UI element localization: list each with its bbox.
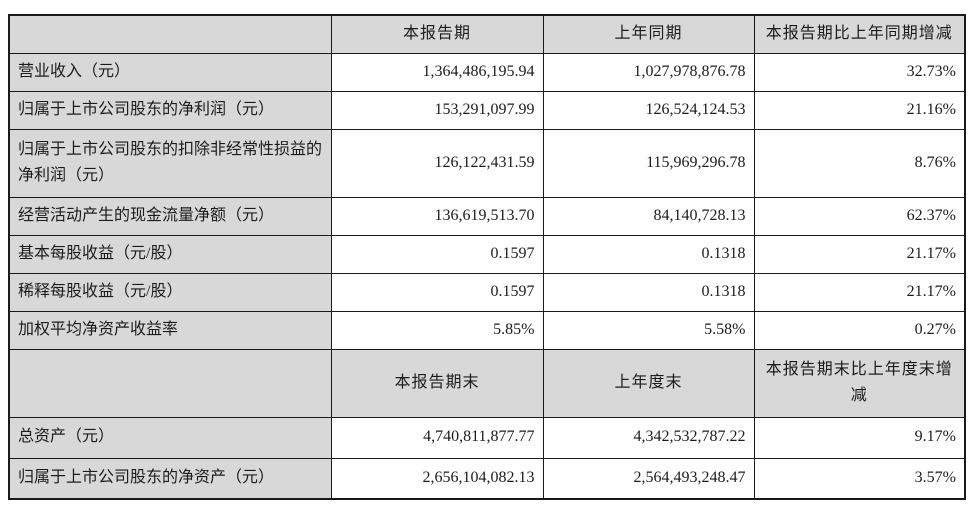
key-financial-data-table: 本报告期 上年同期 本报告期比上年同期增减 营业收入（元） 1,364,486,… [8, 14, 966, 500]
row-label: 营业收入（元） [8, 52, 332, 92]
table-row-total-assets: 总资产（元） 4,740,811,877.77 4,342,532,787.22… [8, 416, 966, 459]
table-row-weighted-avg-roe: 加权平均净资产收益率 5.85% 5.58% 0.27% [8, 310, 966, 350]
table-header-period: 本报告期 上年同期 本报告期比上年同期增减 [8, 14, 966, 54]
row-label: 经营活动产生的现金流量净额（元） [8, 196, 332, 236]
table-row-diluted-eps: 稀释每股收益（元/股） 0.1597 0.1318 21.17% [8, 272, 966, 312]
header-prior-period: 上年同期 [542, 14, 755, 54]
value-prior: 5.58% [542, 310, 755, 350]
value-change: 3.57% [753, 457, 966, 500]
value-change: 21.16% [753, 90, 966, 130]
table-row-basic-eps: 基本每股收益（元/股） 0.1597 0.1318 21.17% [8, 234, 966, 274]
value-current: 5.85% [330, 310, 544, 350]
value-change: 62.37% [753, 196, 966, 236]
value-change: 21.17% [753, 234, 966, 274]
row-label: 总资产（元） [8, 416, 332, 459]
header-empty-cell [8, 14, 332, 54]
value-prior: 0.1318 [542, 234, 755, 274]
table-row-operating-revenue: 营业收入（元） 1,364,486,195.94 1,027,978,876.7… [8, 52, 966, 92]
header-prior-year-end: 上年度末 [542, 348, 755, 418]
table-header-period-end: 本报告期末 上年度末 本报告期末比上年度末增减 [8, 348, 966, 418]
header-period-change: 本报告期比上年同期增减 [753, 14, 966, 54]
header-current-period-end: 本报告期末 [330, 348, 544, 418]
value-change: 32.73% [753, 52, 966, 92]
row-label: 归属于上市公司股东的净利润（元） [8, 90, 332, 130]
value-current: 0.1597 [330, 272, 544, 312]
value-prior: 0.1318 [542, 272, 755, 312]
value-prior: 1,027,978,876.78 [542, 52, 755, 92]
value-current: 0.1597 [330, 234, 544, 274]
value-current: 1,364,486,195.94 [330, 52, 544, 92]
value-prior: 2,564,493,248.47 [542, 457, 755, 500]
row-label: 稀释每股收益（元/股） [8, 272, 332, 312]
value-change: 21.17% [753, 272, 966, 312]
row-label: 加权平均净资产收益率 [8, 310, 332, 350]
header-empty-cell [8, 348, 332, 418]
value-current: 4,740,811,877.77 [330, 416, 544, 459]
value-prior: 4,342,532,787.22 [542, 416, 755, 459]
table-row-net-profit-deducted: 归属于上市公司股东的扣除非经常性损益的净利润（元） 126,122,431.59… [8, 128, 966, 198]
value-change: 9.17% [753, 416, 966, 459]
row-label: 归属于上市公司股东的扣除非经常性损益的净利润（元） [8, 128, 332, 198]
table-row-net-profit: 归属于上市公司股东的净利润（元） 153,291,097.99 126,524,… [8, 90, 966, 130]
value-current: 2,656,104,082.13 [330, 457, 544, 500]
value-prior: 84,140,728.13 [542, 196, 755, 236]
value-current: 153,291,097.99 [330, 90, 544, 130]
value-current: 136,619,513.70 [330, 196, 544, 236]
table-row-operating-cash-flow: 经营活动产生的现金流量净额（元） 136,619,513.70 84,140,7… [8, 196, 966, 236]
row-label: 基本每股收益（元/股） [8, 234, 332, 274]
value-change: 0.27% [753, 310, 966, 350]
value-prior: 115,969,296.78 [542, 128, 755, 198]
header-current-period: 本报告期 [330, 14, 544, 54]
value-change: 8.76% [753, 128, 966, 198]
value-current: 126,122,431.59 [330, 128, 544, 198]
row-label: 归属于上市公司股东的净资产（元） [8, 457, 332, 500]
table-row-net-assets: 归属于上市公司股东的净资产（元） 2,656,104,082.13 2,564,… [8, 457, 966, 500]
header-period-end-change: 本报告期末比上年度末增减 [753, 348, 966, 418]
value-prior: 126,524,124.53 [542, 90, 755, 130]
